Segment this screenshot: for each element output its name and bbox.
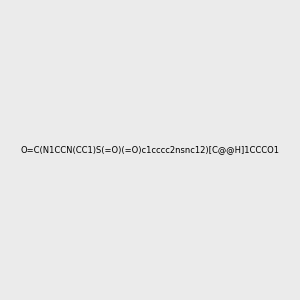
Text: O=C(N1CCN(CC1)S(=O)(=O)c1cccc2nsnc12)[C@@H]1CCCO1: O=C(N1CCN(CC1)S(=O)(=O)c1cccc2nsnc12)[C@… [20,146,280,154]
